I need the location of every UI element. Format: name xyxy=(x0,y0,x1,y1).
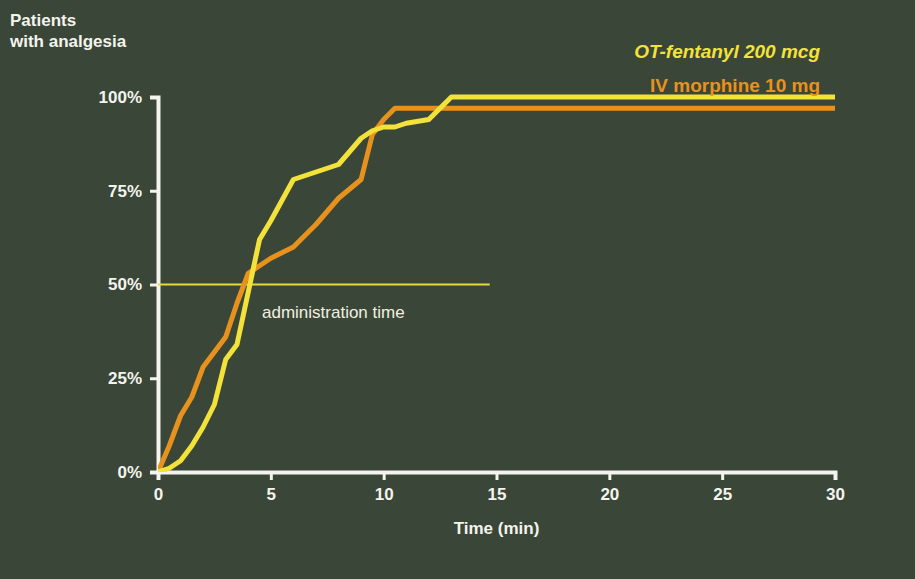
x-axis-line xyxy=(159,473,836,481)
x-tick: 5 xyxy=(267,472,276,504)
x-tick-mark xyxy=(721,472,724,480)
legend-label: OT-fentanyl 200 mcg xyxy=(634,41,820,62)
x-tick-label: 0 xyxy=(154,485,163,504)
x-tick-mark xyxy=(496,472,499,480)
x-tick: 15 xyxy=(488,472,507,504)
y-tick-label: 100% xyxy=(99,88,142,107)
y-tick-label: 75% xyxy=(108,182,142,201)
y-tick-mark xyxy=(150,284,158,287)
legend: OT-fentanyl 200 mcg IV morphine 10 mg xyxy=(634,41,820,96)
x-tick-mark xyxy=(270,472,273,480)
y-tick: 50% xyxy=(108,275,158,294)
x-tick: 20 xyxy=(600,472,619,504)
y-tick-label: 50% xyxy=(108,275,142,294)
x-tick-label: 25 xyxy=(713,485,732,504)
background xyxy=(0,0,915,579)
x-tick: 10 xyxy=(375,472,394,504)
x-tick-mark xyxy=(608,472,611,480)
annotation-text: administration time xyxy=(262,303,405,322)
x-tick-mark xyxy=(383,472,386,480)
annotation-line xyxy=(158,284,490,286)
y-axis: 0% 25% 50% 75% 100% xyxy=(99,88,159,482)
x-tick-label: 20 xyxy=(600,485,619,504)
x-tick: 0 xyxy=(154,472,163,504)
y-tick: 0% xyxy=(117,463,158,482)
y-tick-mark xyxy=(150,190,158,193)
y-tick: 100% xyxy=(99,88,158,107)
y-tick-label: 0% xyxy=(117,463,142,482)
x-axis-title: Time (min) xyxy=(454,519,540,538)
y-tick-label: 25% xyxy=(108,369,142,388)
y-axis-title-line: Patients xyxy=(10,11,76,30)
x-axis: 0 5 10 15 20 25 30 xyxy=(154,472,845,504)
x-tick: 25 xyxy=(713,472,732,504)
series-line xyxy=(158,108,835,472)
y-tick-mark xyxy=(150,377,158,380)
plot-area xyxy=(158,97,835,472)
y-tick: 75% xyxy=(108,182,158,201)
y-axis-title: Patients with analgesia xyxy=(9,11,127,51)
y-tick-mark xyxy=(150,96,158,99)
y-axis-line xyxy=(150,98,159,473)
x-tick-label: 10 xyxy=(375,485,394,504)
x-tick-mark xyxy=(157,472,160,480)
chart: 0% 25% 50% 75% 100% 0 5 10 15 20 25 30 Time (min) Pat… xyxy=(0,0,915,579)
x-tick-label: 5 xyxy=(267,485,276,504)
series-line xyxy=(158,97,835,472)
x-tick-label: 30 xyxy=(826,485,845,504)
x-tick-mark xyxy=(834,472,837,480)
x-tick-label: 15 xyxy=(488,485,507,504)
x-tick: 30 xyxy=(826,472,845,504)
legend-label: IV morphine 10 mg xyxy=(650,75,820,96)
y-tick: 25% xyxy=(108,369,158,388)
y-axis-title-line: with analgesia xyxy=(9,32,127,51)
